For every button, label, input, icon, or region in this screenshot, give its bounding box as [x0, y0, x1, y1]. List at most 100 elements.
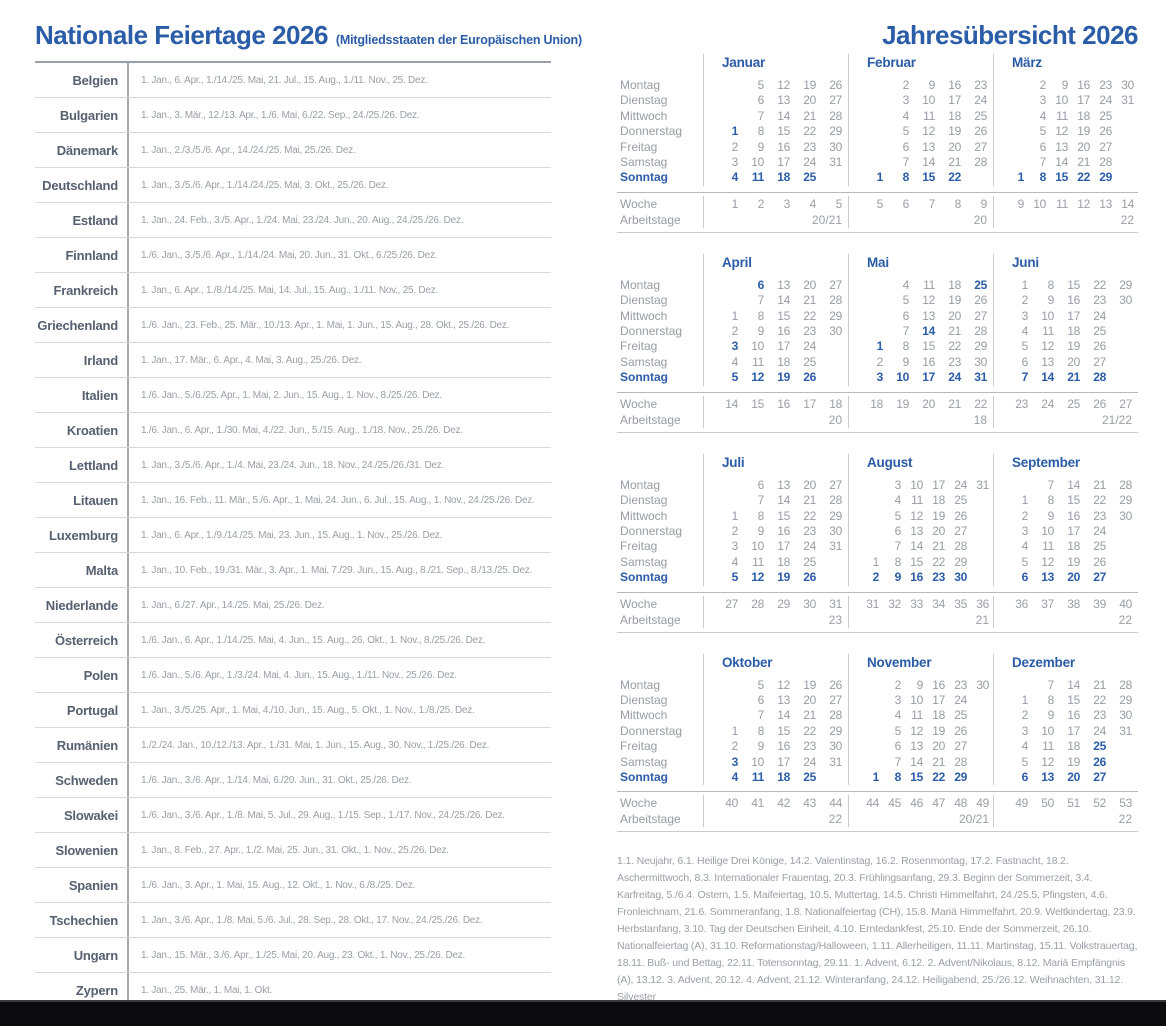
day-cell: 14 — [910, 754, 923, 769]
day-cell — [961, 170, 987, 185]
day-row: 2 9 16 23 30 — [849, 678, 993, 693]
day-row: 5 12 19 26 — [849, 509, 993, 524]
month-title: Juli — [722, 454, 745, 470]
day-cell: 22 — [803, 124, 816, 139]
quarters-container: Montag Dienstag Mittwoch Donnerstag Freitag S… — [617, 54, 1138, 833]
month-block: Januar 5 12 19 26 6 13 20 27 7 14 21 28 1 8 15 22 29 2 9 16 2… — [703, 54, 848, 186]
day-row: 5 12 19 26 — [704, 678, 848, 693]
week-numbers-row: 40 41 42 43 44 — [704, 795, 848, 811]
day-row: 4 11 18 25 — [704, 355, 848, 370]
holiday-day-cell: 29 — [1099, 170, 1112, 185]
holiday-table-row: Litauen 1. Jan., 16. Feb., 11. Mär., 5./6… — [35, 482, 551, 517]
day-cell: 24 — [1093, 308, 1106, 323]
week-number: 2 — [757, 196, 765, 211]
day-cell: 28 — [1099, 155, 1112, 170]
day-cell: 13 — [777, 477, 790, 492]
week-number: 17 — [803, 396, 816, 411]
day-cell — [712, 678, 738, 693]
day-cell: 9 — [1047, 508, 1055, 523]
day-cell: 1 — [1021, 692, 1029, 707]
week-number: 52 — [1093, 796, 1106, 811]
workdays-value: 18 — [973, 412, 987, 427]
day-cell — [857, 693, 879, 708]
day-cell — [967, 755, 989, 770]
country-name: Slowakei — [35, 798, 129, 832]
holiday-table-row: Belgien 1. Jan., 6. Apr., 1./14./25. Mai,… — [35, 63, 551, 97]
day-cell: 5 — [1021, 339, 1029, 354]
country-holiday-dates: 1./6. Jan., 3. Apr., 1. Mai, 15. Aug., 1… — [141, 879, 416, 891]
week-number: 36 — [976, 596, 989, 611]
day-cell: 4 — [902, 277, 910, 292]
day-row: 1 8 15 22 29 — [849, 555, 993, 570]
country-name: Lettland — [35, 448, 129, 482]
day-cell: 13 — [777, 93, 790, 108]
day-cell: 6 — [757, 93, 765, 108]
country-name: Portugal — [35, 693, 129, 727]
day-cell: 4 — [902, 108, 910, 123]
day-cell: 24 — [803, 339, 816, 354]
workdays-value: 20 — [973, 212, 987, 227]
day-row: 2 9 16 23 30 — [994, 78, 1138, 93]
workdays-value: 23 — [828, 612, 842, 627]
holiday-table-row: Malta 1. Jan., 10. Feb., 19./31. Mär., 3.… — [35, 552, 551, 587]
day-cell: 6 — [757, 692, 765, 707]
month-block: Dezember 7 14 21 28 1 8 15 22 29 2 9 16 23 30 3 10 17 24 31… — [993, 653, 1138, 786]
day-row: 3 10 17 24 31 — [994, 724, 1138, 739]
day-cell — [1106, 739, 1132, 754]
day-cell: 19 — [932, 508, 945, 523]
day-cell: 2 — [731, 139, 739, 154]
day-cell: 31 — [829, 155, 842, 170]
week-numbers-row: 23 24 25 26 27 — [994, 396, 1138, 412]
country-name: Irland — [35, 343, 129, 377]
day-cell: 8 — [1047, 692, 1055, 707]
workdays-row: 20 — [849, 212, 993, 228]
day-cell: 16 — [777, 139, 790, 154]
weekday-label: Sonntag — [620, 570, 668, 585]
week-number: 23 — [1015, 396, 1028, 411]
weekday-label: Mittwoch — [620, 108, 668, 123]
day-cell: 21 — [1093, 677, 1106, 692]
day-cell: 16 — [777, 739, 790, 754]
day-cell: 25 — [1093, 539, 1106, 554]
month-week-info: 31 32 33 34 35 36 21 — [848, 595, 993, 628]
day-cell — [857, 324, 883, 339]
day-cell: 7 — [894, 754, 902, 769]
day-cell: 14 — [1067, 677, 1080, 692]
country-holiday-dates: 1./6. Jan., 5./6. Apr., 1./3./24. Mai, 4… — [141, 669, 457, 681]
day-cell: 21 — [803, 493, 816, 508]
day-cell: 21 — [1077, 155, 1090, 170]
day-cell: 28 — [1119, 677, 1132, 692]
day-cell: 11 — [752, 354, 764, 369]
day-cell: 4 — [1039, 108, 1047, 123]
weekday-label: Samstag — [620, 554, 668, 569]
day-row: 6 13 20 27 — [849, 739, 993, 754]
day-row: 5 12 19 26 — [994, 555, 1138, 570]
week-number: 31 — [829, 596, 842, 611]
day-row: 3 10 17 24 — [994, 309, 1138, 324]
day-cell: 4 — [731, 354, 739, 369]
day-cell: 5 — [894, 508, 902, 523]
month-title: Januar — [722, 55, 766, 70]
day-row: 7 14 21 28 — [849, 755, 993, 770]
holiday-day-cell: 9 — [894, 570, 902, 585]
page-bottom-edge — [0, 1000, 1166, 1026]
workdays-value: 22 — [1120, 212, 1134, 227]
workdays-value: 21/22 — [1101, 412, 1132, 427]
day-cell: 14 — [777, 293, 790, 308]
day-cell — [1112, 140, 1134, 155]
day-cell: 19 — [803, 78, 816, 92]
holiday-table-row: Ungarn 1. Jan., 15. Mär., 3./6. Apr., 1./… — [35, 937, 551, 972]
weekday-label: Samstag — [620, 155, 668, 170]
day-cell: 7 — [757, 108, 765, 123]
holiday-day-cell: 8 — [902, 170, 910, 185]
workdays-row: 23 — [704, 612, 848, 628]
holiday-day-cell: 1 — [876, 170, 884, 185]
day-cell: 31 — [1119, 723, 1132, 738]
day-cell: 2 — [894, 677, 902, 692]
country-holiday-dates: 1./6. Jan., 5./6./25. Apr., 1. Mai, 2. J… — [141, 389, 442, 401]
week-number: 5 — [876, 196, 884, 211]
day-cell — [1002, 93, 1024, 108]
day-cell: 16 — [1067, 708, 1080, 723]
week-number: 40 — [725, 796, 738, 811]
day-cell: 5 — [757, 677, 765, 692]
